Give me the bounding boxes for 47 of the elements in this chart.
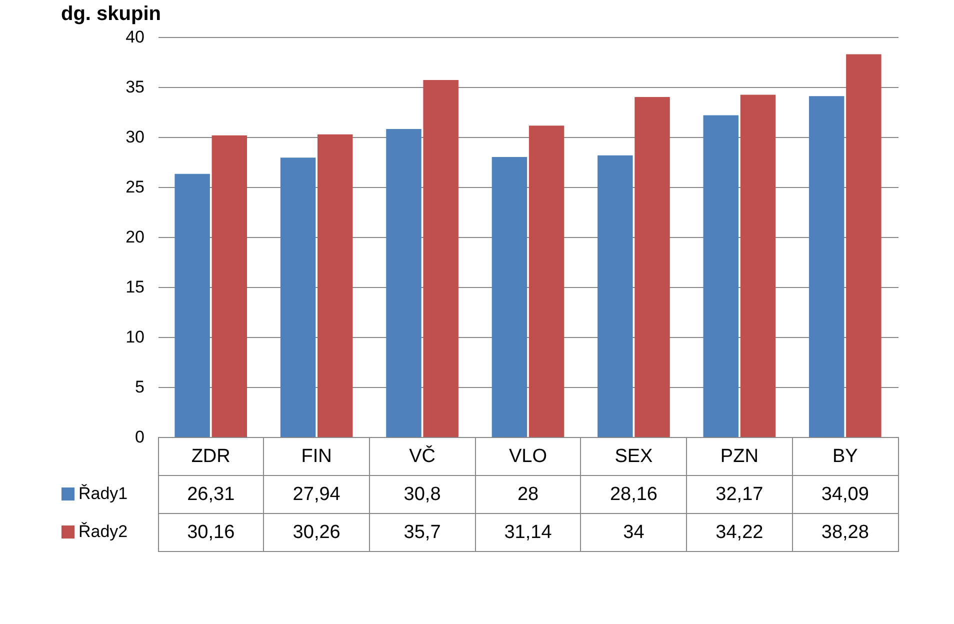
- bar: [280, 158, 316, 437]
- bar: [528, 126, 564, 437]
- data-label: 30,16: [187, 522, 235, 543]
- bar: [174, 174, 210, 437]
- bar: [740, 94, 776, 437]
- y-tick-label: 5: [135, 378, 144, 396]
- data-label: 34,22: [716, 522, 764, 543]
- x-tick-label: BY: [832, 446, 858, 467]
- bar: [846, 54, 882, 437]
- data-label: 34,09: [821, 484, 869, 505]
- data-label: 38,28: [821, 522, 869, 543]
- legend-label: Řady2: [78, 522, 128, 541]
- y-tick-label: 25: [126, 178, 144, 196]
- data-label: 28,16: [610, 484, 658, 505]
- bar: [634, 97, 670, 437]
- bar: [423, 80, 458, 437]
- bar: [318, 134, 353, 437]
- bar: [598, 155, 633, 437]
- data-label: 32,17: [716, 484, 764, 505]
- bar: [212, 135, 248, 437]
- x-tick-label: ZDR: [191, 446, 230, 467]
- y-tick-label: 10: [126, 328, 144, 346]
- data-label: 27,94: [292, 484, 341, 505]
- x-tick-label: PZN: [720, 446, 758, 467]
- bar: [703, 115, 738, 437]
- data-label: 28: [517, 484, 539, 505]
- x-tick-label: SEX: [614, 446, 654, 467]
- data-label: 26,31: [187, 484, 235, 505]
- bar: [386, 129, 422, 437]
- data-label: 31,14: [504, 522, 552, 543]
- x-tick-label: FIN: [301, 446, 332, 467]
- y-tick-label: 40: [126, 28, 144, 46]
- legend-label: Řady1: [78, 484, 128, 503]
- bar: [808, 96, 844, 437]
- data-label: 30,8: [404, 484, 441, 505]
- x-tick-label: VČ: [409, 445, 436, 467]
- data-label: 35,7: [404, 522, 441, 543]
- y-tick-label: 15: [126, 278, 144, 296]
- y-tick-label: 20: [126, 228, 144, 246]
- y-tick-label: 35: [126, 78, 144, 96]
- chart-title: dg. skupin: [60, 3, 161, 25]
- data-label: 34: [623, 522, 645, 543]
- y-tick-label: 0: [135, 428, 144, 446]
- x-tick-label: VLO: [508, 446, 548, 467]
- data-label: 30,26: [292, 522, 340, 543]
- bar: [492, 157, 528, 437]
- y-tick-label: 30: [126, 128, 144, 146]
